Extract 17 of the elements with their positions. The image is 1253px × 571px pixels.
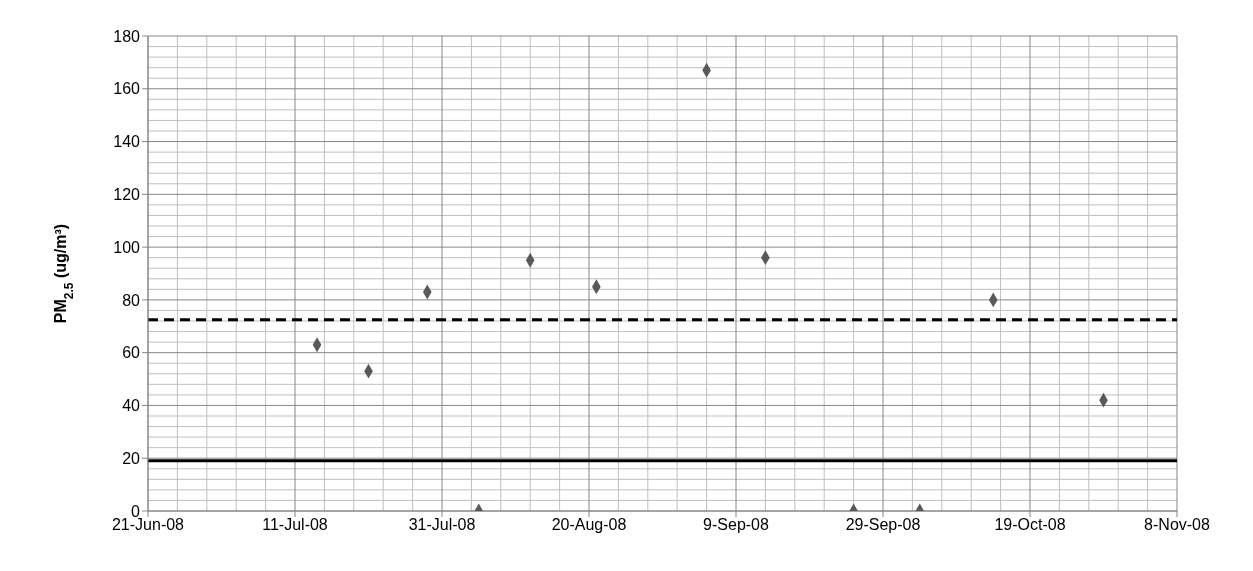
x-tick-label: 8-Nov-08: [1144, 516, 1210, 534]
y-tick-label: 160: [113, 80, 141, 98]
x-tick-label: 20-Aug-08: [551, 516, 627, 534]
y-tick-label: 40: [122, 397, 141, 415]
x-tick-label: 9-Sep-08: [703, 516, 770, 534]
x-tick-label: 11-Jul-08: [262, 516, 328, 534]
y-tick-label: 140: [113, 133, 141, 151]
y-tick-label: 20: [122, 449, 141, 467]
y-tick-label: 60: [122, 344, 141, 362]
x-tick-label: 21-Jun-08: [111, 516, 185, 534]
x-tick-label: 19-Oct-08: [994, 516, 1066, 534]
y-tick-label: 120: [113, 186, 141, 204]
y-tick-label: 180: [113, 27, 141, 45]
y-tick-label: 100: [113, 238, 141, 256]
x-tick-label: 31-Jul-08: [408, 516, 476, 534]
x-tick-label: 29-Sep-08: [845, 516, 921, 534]
y-tick-label: 80: [122, 291, 141, 309]
